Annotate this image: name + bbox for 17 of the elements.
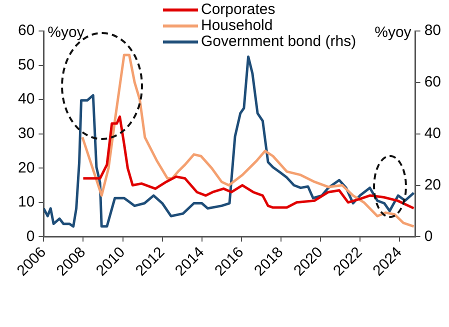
y-tick-label: 30 <box>18 124 35 142</box>
y2-tick-label: 0 <box>424 228 433 245</box>
y2-tick-label: 40 <box>424 124 442 142</box>
y-tick-label: 10 <box>18 194 35 211</box>
y2-tick-label: 60 <box>424 74 442 91</box>
y-tick-label: 20 <box>18 159 35 176</box>
y2-tick-label: 80 <box>424 22 442 40</box>
y-tick-label: 60 <box>18 22 35 40</box>
y-tick-label: 40 <box>18 90 35 108</box>
legend-label: Corporates <box>201 1 276 18</box>
y2-axis-title: %yoy <box>374 24 412 42</box>
y-axis-title: %yoy <box>48 24 85 42</box>
legend-label: Government bond (rhs) <box>201 33 356 50</box>
y-tick-label: 0 <box>26 228 35 245</box>
legend-label: Household <box>201 17 273 34</box>
y2-tick-label: 20 <box>424 176 442 194</box>
y-tick-label: 50 <box>18 56 35 74</box>
